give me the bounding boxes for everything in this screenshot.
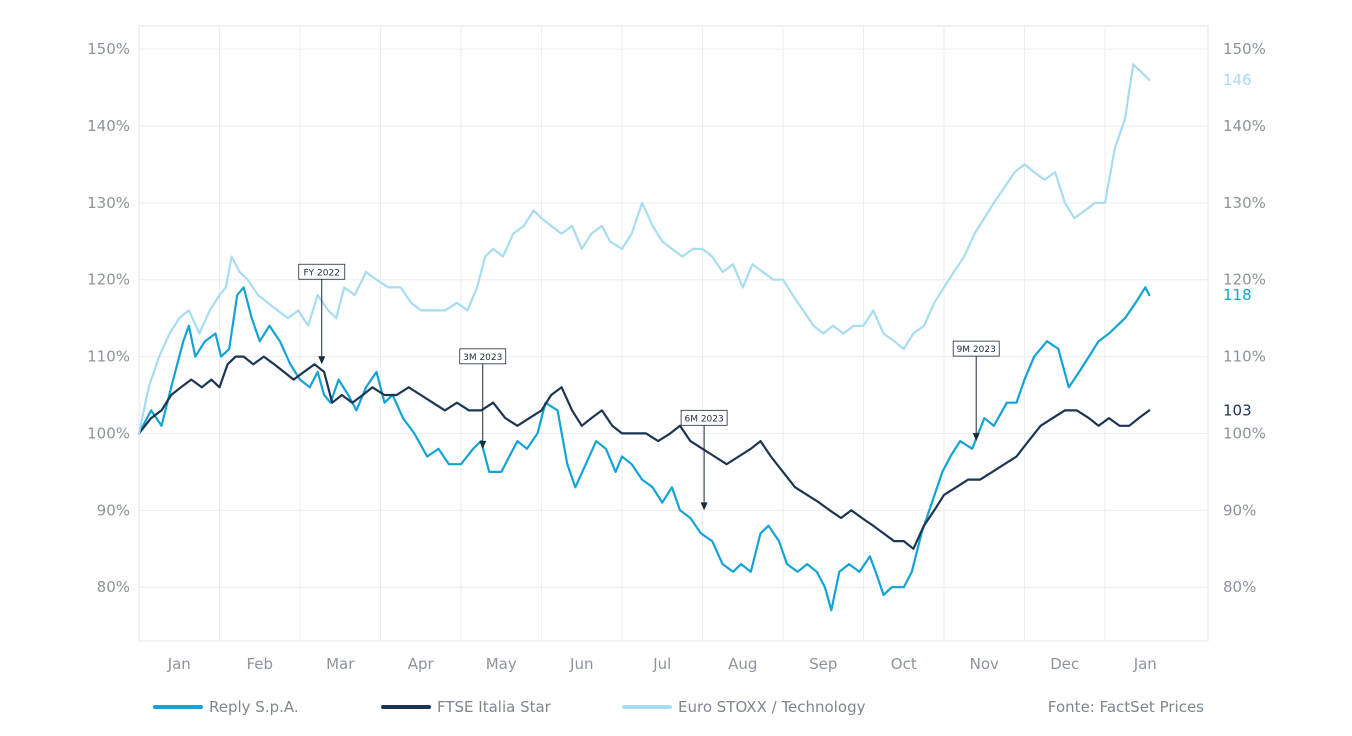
x-tick-label: Jul bbox=[652, 655, 671, 673]
chart-annotations: FY 2022 3M 2023 6M 2023 9M 2023 bbox=[298, 263, 1000, 511]
annotation-arrow-head bbox=[479, 440, 487, 449]
x-tick-label: Dec bbox=[1050, 655, 1079, 673]
annotation-box bbox=[459, 348, 507, 365]
y-tick-label-right: 90% bbox=[1223, 501, 1256, 519]
x-tick-label: Feb bbox=[246, 655, 273, 673]
chart-legend: Reply S.p.A. FTSE Italia Star Euro STOXX /… bbox=[153, 698, 1204, 716]
x-tick-label: Jun bbox=[569, 655, 593, 673]
y-tick-label-right: 130% bbox=[1223, 194, 1266, 212]
annotation-box bbox=[680, 409, 728, 426]
legend-label-0: Reply S.p.A. bbox=[209, 698, 299, 716]
series-line-1 bbox=[137, 355, 1151, 550]
y-tick-label-left: 130% bbox=[87, 194, 130, 212]
y-tick-label-left: 90% bbox=[97, 501, 130, 519]
x-tick-label: Apr bbox=[408, 655, 435, 673]
y-tick-label-right: 150% bbox=[1223, 40, 1266, 58]
y-tick-label-right: 140% bbox=[1223, 117, 1266, 135]
annotation-label: FY 2022 bbox=[304, 268, 340, 278]
y-tick-label-right: 120% bbox=[1223, 271, 1266, 289]
series-end-labels: 118 103 146 bbox=[1223, 71, 1252, 420]
x-tick-label: Jan bbox=[1133, 655, 1157, 673]
chart-series bbox=[137, 63, 1151, 612]
source-note: Fonte: FactSet Prices bbox=[1048, 698, 1204, 716]
x-tick-label: Sep bbox=[809, 655, 837, 673]
x-tick-label: May bbox=[486, 655, 517, 673]
annotation-box bbox=[298, 263, 346, 280]
chart-axes: 80% 80% 90% 90% 100% 100% 110% 110% 120% 120% 130%… bbox=[87, 40, 1266, 673]
y-tick-label-left: 120% bbox=[87, 271, 130, 289]
annotation-label: 6M 2023 bbox=[684, 414, 723, 424]
y-tick-label-left: 110% bbox=[87, 348, 130, 366]
y-tick-label-right: 100% bbox=[1223, 424, 1266, 442]
annotation-marker-1: 3M 2023 bbox=[459, 348, 507, 449]
y-tick-label-left: 150% bbox=[87, 40, 130, 58]
series-line-2 bbox=[137, 63, 1151, 435]
annotation-label: 3M 2023 bbox=[463, 353, 502, 363]
series-line-0 bbox=[137, 286, 1151, 612]
series-end-label-1: 103 bbox=[1223, 401, 1252, 419]
y-tick-label-left: 140% bbox=[87, 117, 130, 135]
x-tick-label: Nov bbox=[970, 655, 999, 673]
series-end-label-2: 146 bbox=[1223, 71, 1252, 89]
annotation-box bbox=[952, 340, 1000, 357]
x-tick-label: Jan bbox=[167, 655, 191, 673]
y-tick-label-right: 80% bbox=[1223, 578, 1256, 596]
annotation-marker-3: 9M 2023 bbox=[952, 340, 1000, 442]
plot-frame bbox=[138, 25, 1209, 642]
x-tick-label: Oct bbox=[891, 655, 917, 673]
series-end-label-0: 118 bbox=[1223, 286, 1252, 304]
y-tick-label-left: 100% bbox=[87, 424, 130, 442]
y-tick-label-left: 80% bbox=[97, 578, 130, 596]
x-tick-label: Aug bbox=[728, 655, 757, 673]
annotation-marker-0: FY 2022 bbox=[298, 263, 346, 365]
legend-label-1: FTSE Italia Star bbox=[437, 698, 552, 716]
x-tick-label: Mar bbox=[326, 655, 355, 673]
annotation-arrow-head bbox=[700, 502, 708, 511]
legend-label-2: Euro STOXX / Technology bbox=[678, 698, 866, 716]
annotation-label: 9M 2023 bbox=[957, 345, 996, 355]
annotation-arrow-head bbox=[972, 433, 980, 442]
annotation-arrow-head bbox=[318, 356, 326, 365]
annotation-marker-2: 6M 2023 bbox=[680, 409, 728, 511]
chart-grid bbox=[138, 25, 1209, 642]
y-tick-label-right: 110% bbox=[1223, 348, 1266, 366]
